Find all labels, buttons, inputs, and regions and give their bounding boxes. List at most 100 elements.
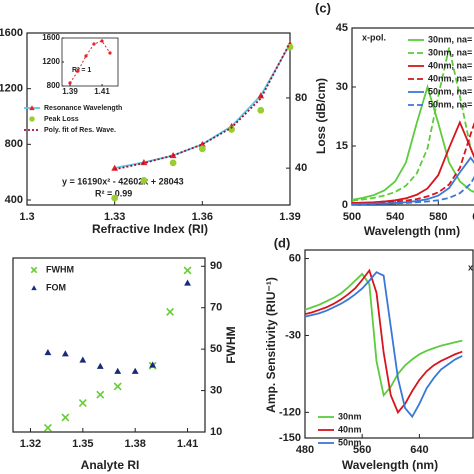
- annotation: y = 16190x² - 42602x + 28043: [62, 176, 184, 186]
- plot-frame: [351, 27, 474, 206]
- x-axis-label: Refractive Index (RI): [92, 222, 208, 236]
- panel: 1.3 1.33 1.36 1.39 1600 1200 800 400 40 80 Refract…: [0, 27, 307, 236]
- marker: [79, 356, 87, 363]
- legend-swatch: [29, 105, 35, 111]
- y-tick-label: 1200: [42, 57, 60, 66]
- marker: [108, 51, 112, 55]
- y-tick-label: 400: [5, 194, 23, 206]
- x-tick-label: 1.39: [62, 87, 78, 96]
- series-line: [351, 156, 474, 206]
- x-axis-label: Wavelength (nm): [364, 224, 460, 238]
- x-tick-label: 540: [386, 211, 404, 223]
- y-tick-label: 800: [47, 81, 61, 90]
- marker: [113, 382, 122, 391]
- x-tick-label: 1.33: [104, 211, 125, 223]
- marker: [228, 126, 235, 133]
- x-tick-label: 1.41: [177, 438, 198, 450]
- marker: [286, 43, 294, 51]
- y-tick-label: 45: [336, 22, 348, 34]
- series-line: [351, 47, 474, 202]
- x-tick-label: 560: [353, 444, 371, 456]
- marker: [257, 106, 265, 114]
- marker: [96, 362, 104, 369]
- x-tick-label: 1.32: [20, 438, 41, 450]
- marker: [92, 42, 96, 46]
- y-tick-label: 1600: [42, 33, 60, 42]
- marker: [140, 177, 148, 184]
- x-tick-label: 640: [410, 444, 428, 456]
- marker: [78, 399, 87, 407]
- y-axis-label: Loss (dB/cm): [314, 78, 328, 154]
- x-axis-label: Wavelength (nm): [342, 458, 438, 472]
- legend-label: FWHM: [46, 264, 74, 274]
- marker: [198, 145, 206, 153]
- marker: [149, 361, 157, 368]
- marker: [183, 266, 192, 275]
- panel-label: (d): [274, 235, 291, 250]
- y2-axis-label: FWHM: [224, 326, 238, 363]
- y2-tick-label: 40: [295, 162, 307, 174]
- y-tick-label: 1200: [0, 83, 23, 95]
- y-tick-label: 30: [336, 81, 348, 93]
- legend-label: 30nm: [338, 411, 362, 421]
- plot-frame: [12, 257, 206, 433]
- legend-label: 30nm, na=: [428, 34, 472, 44]
- marker: [43, 423, 52, 432]
- series-line: [304, 268, 463, 415]
- legend-label: Peak Loss: [44, 116, 79, 123]
- annotation: x-pol.: [362, 32, 386, 42]
- annotation: x: [468, 262, 473, 272]
- panel: 480 560 640 60 -30 -120 -150 Wavelength (nm) Amp…: [264, 235, 474, 472]
- y2-tick-label: 10: [210, 426, 222, 438]
- series-line: [351, 83, 474, 201]
- y-tick-label: 60: [289, 252, 301, 264]
- series-line: [114, 42, 291, 171]
- x-axis-label: Analyte RI: [81, 458, 140, 472]
- y2-tick-label: 70: [210, 302, 222, 314]
- series-line: [351, 121, 474, 205]
- y-tick-label: 0: [342, 199, 348, 211]
- marker: [131, 367, 139, 374]
- series-line: [304, 271, 463, 419]
- x-tick-label: 480: [296, 444, 314, 456]
- legend-swatch: [29, 116, 35, 122]
- marker: [76, 69, 80, 73]
- x-tick-label: 620: [472, 211, 474, 223]
- x-tick-label: 580: [429, 211, 447, 223]
- legend-label: 40nm, na=: [428, 60, 472, 70]
- legend-swatch: [31, 285, 37, 291]
- y2-tick-label: 30: [210, 384, 222, 396]
- y2-tick-label: 80: [295, 92, 307, 104]
- marker: [44, 349, 52, 356]
- legend-swatch: [30, 266, 38, 274]
- series-line: [352, 175, 474, 206]
- panel: 1.32 1.35 1.38 1.41 10 30 50 70 90 Analyte RI FWHM…: [12, 257, 238, 472]
- legend-label: Poly. fit of Res. Wave.: [44, 127, 116, 134]
- legend-label: Resonance Wavelength: [44, 105, 122, 112]
- legend-label: 30nm, na=: [428, 47, 472, 57]
- annotation: R² = 0.99: [95, 188, 132, 198]
- y2-tick-label: 50: [210, 343, 222, 355]
- plot-frame: [61, 37, 119, 87]
- y-tick-label: -150: [279, 432, 301, 444]
- marker: [184, 279, 191, 286]
- legend-label: 40nm, na=: [428, 73, 472, 83]
- y-tick-label: -30: [285, 329, 301, 341]
- y-tick-label: 15: [336, 140, 348, 152]
- x-tick-label: 1.3: [19, 211, 34, 223]
- y-tick-label: 1600: [0, 27, 23, 39]
- marker: [100, 39, 104, 43]
- y2-tick-label: 90: [210, 260, 222, 272]
- legend-label: 50nm, na=: [428, 86, 472, 96]
- legend-label: 50nm, na=: [428, 99, 472, 109]
- plot-frame: [304, 249, 474, 439]
- series-line: [69, 40, 111, 84]
- x-tick-label: 500: [343, 211, 361, 223]
- marker: [61, 413, 70, 422]
- panel: 1.39 1.41 800 1200 1600 R² = 1: [42, 33, 119, 96]
- x-tick-label: 1.35: [72, 438, 93, 450]
- marker: [111, 194, 119, 202]
- annotation: R² = 1: [72, 67, 91, 74]
- legend-label: 50nm: [338, 437, 362, 447]
